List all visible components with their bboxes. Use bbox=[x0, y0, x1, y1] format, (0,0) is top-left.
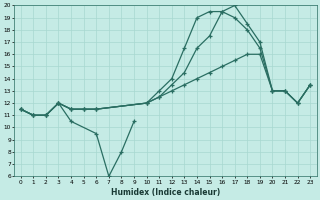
X-axis label: Humidex (Indice chaleur): Humidex (Indice chaleur) bbox=[111, 188, 220, 197]
